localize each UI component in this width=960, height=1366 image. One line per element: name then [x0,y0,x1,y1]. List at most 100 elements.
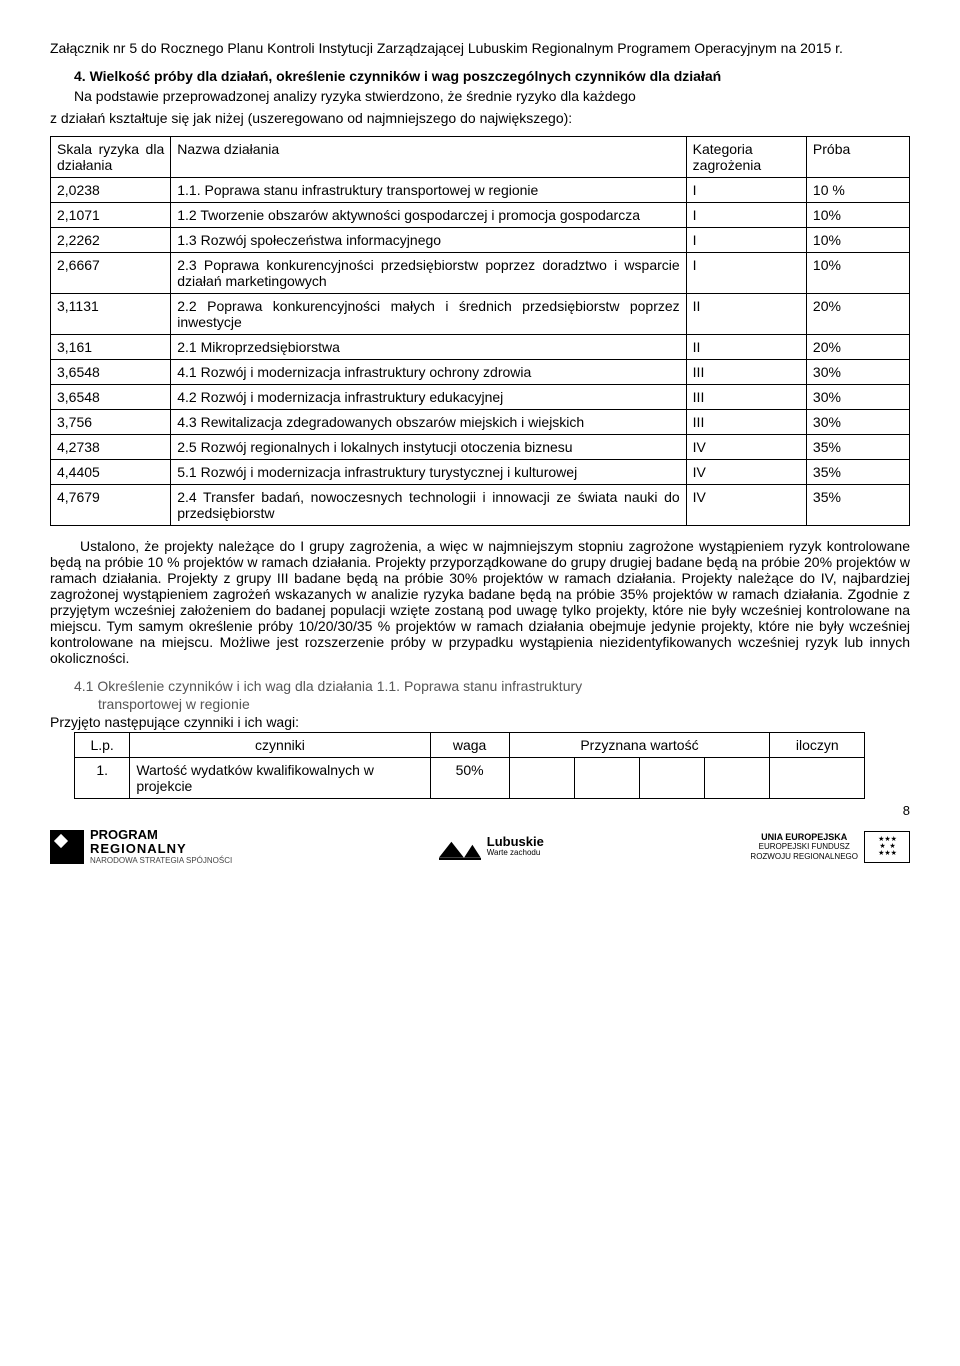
th-czynniki: czynniki [130,733,430,758]
table-cell: 10% [806,203,909,228]
th-risk-scale: Skala ryzyka dla działania [51,137,171,178]
program-logo-icon [50,830,84,864]
subsection-4-1-line2: transportowej w regionie [98,696,910,712]
attachment-title: Załącznik nr 5 do Rocznego Planu Kontrol… [50,40,910,56]
table-cell: 3,161 [51,335,171,360]
lubuskie-logo-icon [439,834,481,860]
table-cell: 5.1 Rozwój i modernizacja infrastruktury… [171,460,686,485]
th-iloczyn: iloczyn [770,733,865,758]
table-cell: 4,7679 [51,485,171,526]
cell-czynniki: Wartość wydatków kwalifikowalnych w proj… [130,758,430,799]
th-lp: L.p. [75,733,130,758]
th-category: Kategoria zagrożenia [686,137,806,178]
table-cell: I [686,203,806,228]
table-cell: 4,4405 [51,460,171,485]
table-cell: III [686,385,806,410]
table-cell: 2,2262 [51,228,171,253]
table-cell: 2,0238 [51,178,171,203]
intro-line-2: z działań kształtuje się jak niżej (usze… [50,110,910,126]
page-number: 8 [50,803,910,818]
eu-line3: ROZWOJU REGIONALNEGO [750,852,858,862]
cell-lp: 1. [75,758,130,799]
eu-stars: ★ ★ ★★ ★★ ★ ★ [878,836,896,857]
cell-pw3 [639,758,704,799]
table-cell: 2,6667 [51,253,171,294]
table-cell: I [686,178,806,203]
table-row: 4,44055.1 Rozwój i modernizacja infrastr… [51,460,910,485]
eu-line2: EUROPEJSKI FUNDUSZ [750,842,858,852]
risk-table: Skala ryzyka dla działania Nazwa działan… [50,136,910,526]
eu-text: UNIA EUROPEJSKA EUROPEJSKI FUNDUSZ ROZWO… [750,832,858,862]
table-cell: 10% [806,253,909,294]
program-text: PROGRAM REGIONALNY NARODOWA STRATEGIA SP… [90,828,232,865]
table-header-row: Skala ryzyka dla działania Nazwa działan… [51,137,910,178]
table-cell: 20% [806,294,909,335]
table-cell: 30% [806,360,909,385]
table-cell: 1.1. Poprawa stanu infrastruktury transp… [171,178,686,203]
table-cell: 2,1071 [51,203,171,228]
eu-line1: UNIA EUROPEJSKA [750,832,858,843]
table-cell: 10 % [806,178,909,203]
factors-intro: Przyjęto następujące czynniki i ich wagi… [50,714,910,730]
lubuskie-line2: Warte zachodu [487,849,544,858]
table-cell: II [686,294,806,335]
program-line3: NARODOWA STRATEGIA SPÓJNOŚCI [90,857,232,866]
th-przyznana: Przyznana wartość [509,733,770,758]
table-cell: 30% [806,385,909,410]
table-cell: II [686,335,806,360]
table-cell: 1.3 Rozwój społeczeństwa informacyjnego [171,228,686,253]
table-cell: 3,1131 [51,294,171,335]
program-line1: PROGRAM [90,828,232,842]
table-row: 2,66672.3 Poprawa konkurencyjności przed… [51,253,910,294]
table-cell: 35% [806,435,909,460]
table-cell: 4,2738 [51,435,171,460]
table-row: 4,76792.4 Transfer badań, nowoczesnych t… [51,485,910,526]
intro-line-1: Na podstawie przeprowadzonej analizy ryz… [74,88,910,104]
table-cell: I [686,228,806,253]
table-cell: IV [686,485,806,526]
table-cell: IV [686,460,806,485]
factors-table: L.p. czynniki waga Przyznana wartość ilo… [74,732,865,799]
table-cell: IV [686,435,806,460]
table-row: 2,22621.3 Rozwój społeczeństwa informacy… [51,228,910,253]
table-cell: 10% [806,228,909,253]
footer-program: PROGRAM REGIONALNY NARODOWA STRATEGIA SP… [50,828,232,865]
cell-iloczyn [770,758,865,799]
table-row: 3,7564.3 Rewitalizacja zdegradowanych ob… [51,410,910,435]
table-cell: III [686,410,806,435]
table-cell: 3,6548 [51,360,171,385]
cell-waga: 50% [430,758,509,799]
table-cell: 35% [806,460,909,485]
table-row: 3,1612.1 MikroprzedsiębiorstwaII20% [51,335,910,360]
factors-row-1: 1. Wartość wydatków kwalifikowalnych w p… [75,758,865,799]
subsection-4-1-line1: 4.1 Określenie czynników i ich wag dla d… [74,678,910,694]
th-action-name: Nazwa działania [171,137,686,178]
table-row: 3,11312.2 Poprawa konkurencyjności małyc… [51,294,910,335]
table-cell: 4.1 Rozwój i modernizacja infrastruktury… [171,360,686,385]
program-line2: REGIONALNY [90,842,232,856]
explanation-paragraph: Ustalono, że projekty należące do I grup… [50,538,910,666]
table-cell: 2.2 Poprawa konkurencyjności małych i śr… [171,294,686,335]
th-waga: waga [430,733,509,758]
table-cell: 20% [806,335,909,360]
table-cell: 3,6548 [51,385,171,410]
factors-header-row: L.p. czynniki waga Przyznana wartość ilo… [75,733,865,758]
cell-pw4 [705,758,770,799]
cell-pw1 [509,758,574,799]
table-cell: 2.4 Transfer badań, nowoczesnych technol… [171,485,686,526]
table-row: 3,65484.1 Rozwój i modernizacja infrastr… [51,360,910,385]
table-cell: 3,756 [51,410,171,435]
th-sample: Próba [806,137,909,178]
table-row: 2,10711.2 Tworzenie obszarów aktywności … [51,203,910,228]
footer: PROGRAM REGIONALNY NARODOWA STRATEGIA SP… [50,828,910,865]
eu-flag-icon: ★ ★ ★★ ★★ ★ ★ [864,831,910,863]
table-row: 3,65484.2 Rozwój i modernizacja infrastr… [51,385,910,410]
table-row: 4,27382.5 Rozwój regionalnych i lokalnyc… [51,435,910,460]
footer-eu: UNIA EUROPEJSKA EUROPEJSKI FUNDUSZ ROZWO… [750,831,910,863]
table-cell: 2.5 Rozwój regionalnych i lokalnych inst… [171,435,686,460]
lubuskie-line1: Lubuskie [487,835,544,849]
table-cell: 2.3 Poprawa konkurencyjności przedsiębio… [171,253,686,294]
section-4-heading: 4. Wielkość próby dla działań, określeni… [74,68,910,84]
table-cell: 4.2 Rozwój i modernizacja infrastruktury… [171,385,686,410]
table-cell: 4.3 Rewitalizacja zdegradowanych obszaró… [171,410,686,435]
